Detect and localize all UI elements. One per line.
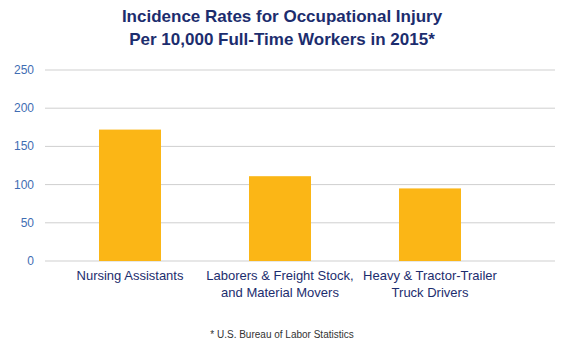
category-label-line: Truck Drivers bbox=[392, 285, 469, 300]
y-tick-label: 0 bbox=[27, 254, 34, 268]
source-note: * U.S. Bureau of Labor Statistics bbox=[210, 329, 353, 340]
y-tick-label: 150 bbox=[14, 139, 34, 153]
category-label-line: Heavy & Tractor-Trailer bbox=[363, 268, 498, 283]
category-label-line: Laborers & Freight Stock, bbox=[206, 268, 353, 283]
y-tick-label: 100 bbox=[14, 178, 34, 192]
bar bbox=[99, 130, 161, 261]
y-tick-label: 250 bbox=[14, 63, 34, 77]
bar bbox=[399, 188, 461, 261]
y-tick-label: 200 bbox=[14, 101, 34, 115]
category-label: Laborers & Freight Stock, and Material Mo… bbox=[206, 268, 353, 300]
grid-line bbox=[45, 70, 555, 71]
bar bbox=[249, 176, 311, 261]
chart: Incidence Rates for Occupational Injury P… bbox=[0, 0, 564, 345]
subtitle: Per 10,000 Full-Time Workers in 2015* bbox=[129, 30, 435, 49]
bars bbox=[99, 130, 461, 261]
category-label: Heavy & Tractor-Trailer Truck Drivers bbox=[363, 268, 498, 300]
grid-line bbox=[45, 108, 555, 109]
category-label-line: Nursing Assistants bbox=[77, 268, 184, 283]
y-tick-label: 50 bbox=[21, 216, 35, 230]
category-label-line: and Material Movers bbox=[221, 285, 339, 300]
title: Incidence Rates for Occupational Injury bbox=[122, 7, 443, 26]
category-label: Nursing Assistants bbox=[77, 268, 184, 283]
